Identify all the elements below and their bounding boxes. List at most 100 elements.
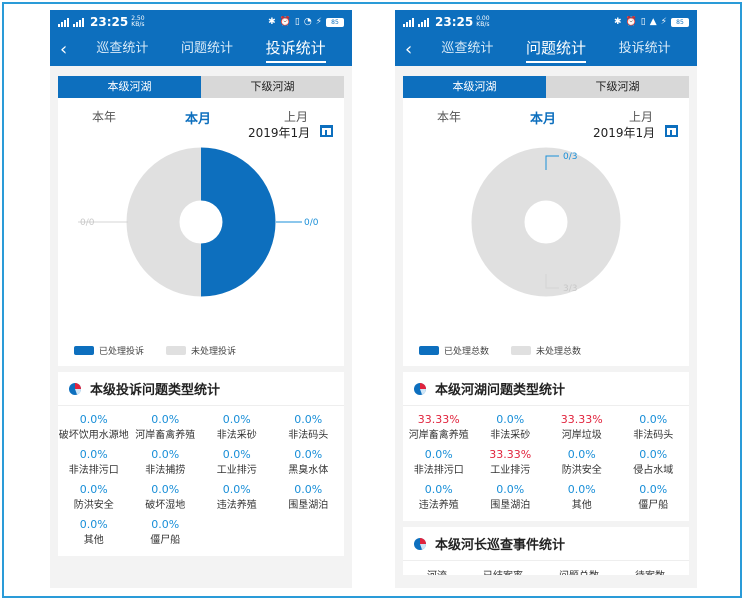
stat-item: 0.0% 僵尸船 — [130, 515, 202, 550]
card-title: 本级河长巡查事件统计 — [435, 538, 566, 553]
stat-label: 河岸畜禽养殖 — [408, 430, 469, 441]
calendar-icon[interactable] — [665, 125, 678, 137]
stat-grid: 0.0% 破坏饮用水源地 0.0% 河岸畜禽养殖 0.0% 非法采砂 0.0% 非法码头 0.0… — [58, 406, 344, 556]
stat-percent: 0.0% — [222, 448, 251, 461]
period-this-year[interactable]: 本年 — [92, 110, 117, 124]
donut-label-bottom: 3/3 — [563, 284, 577, 294]
stat-label: 防洪安全 — [73, 500, 114, 511]
segment-this-level[interactable]: 本级河湖 — [58, 76, 201, 98]
tab-patrol-stats[interactable]: 巡查统计 — [441, 41, 494, 56]
alarm-icon: ⏰ — [625, 17, 637, 27]
period-last-month[interactable]: 上月 — [629, 110, 654, 124]
stat-item: 0.0% 非法排污口 — [58, 445, 130, 480]
card-header: 本级投诉问题类型统计 — [58, 372, 344, 406]
river-level-toggle: 本级河湖 下级河湖 — [403, 76, 689, 98]
period-selector: 本年 本月 上月 2019年1月 — [58, 98, 344, 140]
donut-legend: 已处理投诉 未处理投诉 — [74, 344, 258, 357]
back-arrow-icon[interactable]: ‹ — [60, 39, 68, 60]
stat-percent: 0.0% — [639, 483, 668, 496]
stat-percent: 0.0% — [294, 483, 323, 496]
donut-card: 本年 本月 上月 2019年1月 0/0 0/0 已处理投诉 未处理投诉 — [58, 98, 344, 366]
donut-chart: 0/3 3/3 — [471, 147, 621, 297]
phone-screen-complaint-stats: 23:25 2.50 KB/s ✱ ⏰ ▯ ◔ ⚡ 85 ‹ 巡查统计 问题统计 … — [50, 10, 352, 588]
signal-icon — [403, 17, 414, 27]
card-header: 本级河长巡查事件统计 — [403, 527, 689, 561]
stat-label: 工业排污 — [490, 465, 531, 476]
period-this-month[interactable]: 本月 — [185, 112, 212, 127]
stat-item: 0.0% 其他 — [546, 480, 618, 515]
tab-issue-stats[interactable]: 问题统计 — [525, 37, 586, 63]
stat-item: 0.0% 围垦湖泊 — [273, 480, 345, 515]
period-this-month[interactable]: 本月 — [530, 112, 557, 127]
stat-percent: 33.33% — [560, 413, 603, 426]
stat-label: 非法排污口 — [68, 465, 119, 476]
alarm-icon: ⏰ — [279, 17, 291, 27]
column-header: 河流 — [427, 567, 447, 575]
stat-item: 0.0% 违法养殖 — [403, 480, 475, 515]
signal-icon — [73, 17, 84, 27]
stat-percent: 0.0% — [79, 448, 108, 461]
stat-percent: 33.33% — [489, 448, 532, 461]
stat-percent: 0.0% — [151, 413, 180, 426]
segment-this-level[interactable]: 本级河湖 — [403, 76, 546, 98]
stat-item: 33.33% 工业排污 — [475, 445, 547, 480]
period-last-month[interactable]: 上月 — [284, 110, 309, 124]
stat-item: 0.0% 其他 — [58, 515, 130, 550]
network-speed: 0.00 KB/s — [476, 15, 490, 28]
stat-label: 河岸畜禽养殖 — [135, 430, 196, 441]
nav-bar: ‹ 巡查统计 问题统计 投诉统计 — [50, 34, 352, 66]
tab-issue-stats[interactable]: 问题统计 — [180, 41, 233, 56]
stat-label: 其他 — [571, 500, 592, 511]
tab-patrol-stats[interactable]: 巡查统计 — [96, 41, 149, 56]
stat-label: 围垦湖泊 — [490, 500, 531, 511]
wifi-icon: ◔ — [303, 17, 312, 27]
column-header: 待案数 — [635, 567, 665, 575]
stat-item: 0.0% 河岸畜禽养殖 — [130, 410, 202, 445]
stat-item: 0.0% 非法排污口 — [403, 445, 475, 480]
stat-percent: 0.0% — [151, 448, 180, 461]
stat-label: 防洪安全 — [561, 465, 602, 476]
stat-label: 违法养殖 — [418, 500, 459, 511]
stat-item: 0.0% 非法捕捞 — [130, 445, 202, 480]
tab-complaint-stats[interactable]: 投诉统计 — [618, 41, 671, 56]
stat-percent: 0.0% — [151, 483, 180, 496]
stat-item: 0.0% 黑臭水体 — [273, 445, 345, 480]
status-bar: 23:25 0.00 KB/s ✱ ⏰ ▯ ▲ ⚡ 85 — [395, 10, 697, 34]
stat-label: 黑臭水体 — [288, 465, 329, 476]
donut-label-top: 0/3 — [563, 152, 577, 162]
donut-label-left: 0/0 — [80, 218, 95, 228]
stat-percent: 0.0% — [222, 413, 251, 426]
stat-percent: 0.0% — [79, 413, 108, 426]
bluetooth-icon: ✱ — [614, 17, 622, 27]
stat-item: 33.33% 河岸垃圾 — [546, 410, 618, 445]
donut-unhandled-segment — [471, 147, 621, 297]
stat-label: 非法采砂 — [216, 430, 257, 441]
battery-icon: 85 — [326, 17, 344, 27]
period-this-year[interactable]: 本年 — [437, 110, 462, 124]
tab-complaint-stats[interactable]: 投诉统计 — [265, 37, 326, 63]
leader-line-bottom — [545, 274, 559, 289]
stat-item: 0.0% 非法采砂 — [475, 410, 547, 445]
stat-label: 河岸垃圾 — [561, 430, 602, 441]
stat-label: 违法养殖 — [216, 500, 257, 511]
legend-handled: 已处理总数 — [419, 344, 489, 357]
stat-label: 非法捕捞 — [145, 465, 186, 476]
legend-unhandled: 未处理投诉 — [166, 344, 236, 357]
stat-grid: 33.33% 河岸畜禽养殖 0.0% 非法采砂 33.33% 河岸垃圾 0.0% 非法码头 0.… — [403, 406, 689, 521]
signal-icon — [418, 17, 429, 27]
stat-label: 非法码头 — [633, 430, 674, 441]
stat-percent: 0.0% — [294, 413, 323, 426]
network-speed: 2.50 KB/s — [131, 15, 145, 28]
segment-lower-level[interactable]: 下级河湖 — [546, 76, 689, 98]
stat-percent: 0.0% — [151, 518, 180, 531]
selected-date: 2019年1月 — [593, 126, 656, 140]
stat-label: 僵尸船 — [150, 535, 181, 546]
calendar-icon[interactable] — [320, 125, 333, 137]
segment-lower-level[interactable]: 下级河湖 — [201, 76, 344, 98]
stat-label: 僵尸船 — [638, 500, 669, 511]
back-arrow-icon[interactable]: ‹ — [405, 39, 413, 60]
stat-label: 非法码头 — [288, 430, 329, 441]
stat-percent: 0.0% — [79, 518, 108, 531]
leader-line-top — [545, 155, 559, 170]
